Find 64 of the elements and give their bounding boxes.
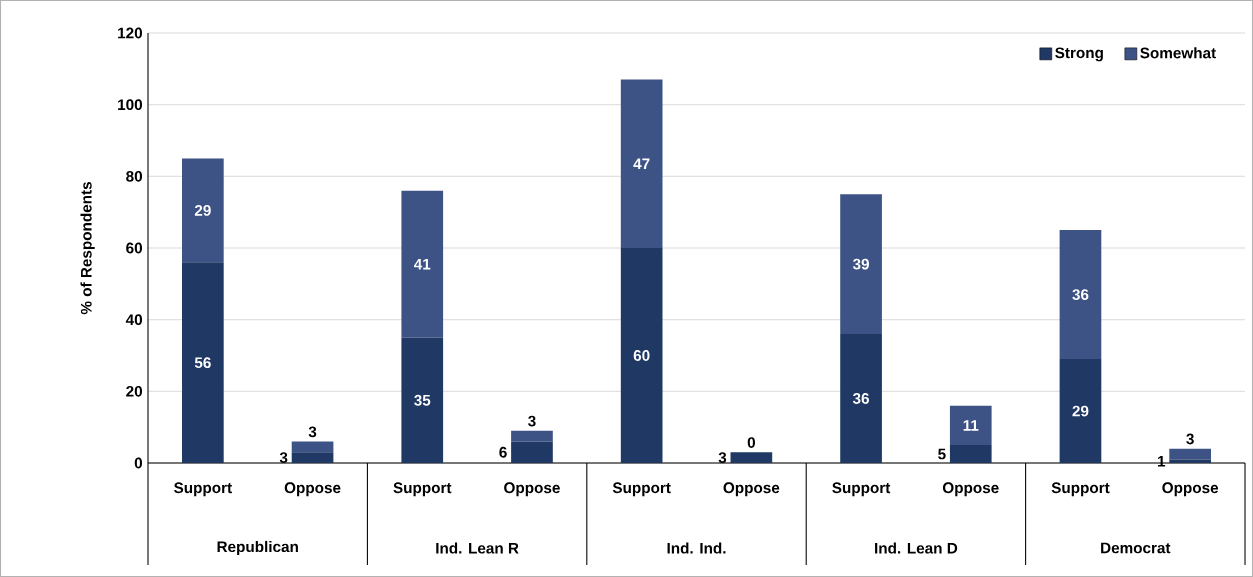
- bar: [620, 248, 663, 463]
- x-tick-label: Oppose: [723, 482, 780, 497]
- data-label: 6: [499, 446, 507, 458]
- x-tick-label: Support: [393, 482, 452, 497]
- data-label: 3: [718, 452, 727, 464]
- data-label: 0: [747, 437, 755, 448]
- x-tick-label: Oppose: [942, 482, 999, 497]
- data-label: 39: [852, 258, 869, 270]
- y-tick-label: 20: [126, 385, 143, 397]
- bar: [401, 337, 444, 463]
- bar: [1059, 230, 1102, 360]
- y-axis-title: % of Respondents: [80, 182, 95, 315]
- bar: [401, 190, 444, 338]
- y-tick-label: 0: [134, 457, 143, 469]
- x-tick-label: Support: [1051, 482, 1110, 497]
- data-label: 36: [1072, 289, 1089, 300]
- data-label: 3: [279, 452, 288, 464]
- y-tick-label: 60: [126, 242, 143, 254]
- bar: [840, 334, 882, 463]
- data-label: 35: [414, 394, 431, 406]
- x-tick-label: Oppose: [1162, 482, 1219, 497]
- bar: [291, 452, 334, 463]
- bar: [1169, 448, 1212, 460]
- data-label: 3: [308, 426, 317, 438]
- bar: [949, 405, 992, 446]
- data-label: 29: [194, 204, 211, 216]
- x-tick-label: Oppose: [284, 482, 341, 497]
- data-label: 3: [528, 415, 536, 427]
- y-tick-label: 120: [118, 27, 143, 39]
- data-label: 5: [938, 448, 946, 460]
- bar: [182, 262, 224, 463]
- y-tick-label: 100: [118, 99, 143, 111]
- data-label: 47: [633, 158, 650, 170]
- bar: [1169, 459, 1212, 463]
- data-label: 29: [1072, 405, 1089, 417]
- text: Republican: [217, 540, 298, 556]
- bar: [840, 194, 882, 334]
- data-label: 36: [852, 393, 869, 404]
- y-tick-label: 40: [125, 314, 143, 326]
- bar: [1059, 359, 1102, 463]
- legend-label: Somewhat: [1140, 47, 1216, 59]
- x-tick-label: Support: [612, 482, 671, 497]
- data-label: 56: [194, 357, 211, 369]
- bar: [182, 158, 224, 263]
- data-label: 60: [633, 350, 650, 361]
- bar: [620, 79, 663, 248]
- x-tick-label: Oppose: [504, 482, 560, 497]
- text: Ind. Lean D: [875, 542, 958, 554]
- data-label: 3: [1186, 433, 1194, 445]
- x-tick-label: Support: [832, 482, 891, 497]
- x-tick-label: Support: [174, 482, 232, 497]
- data-label: 11: [963, 420, 979, 431]
- bar: [730, 452, 773, 463]
- bar: [291, 441, 334, 453]
- data-label: 41: [413, 258, 431, 270]
- bar: [511, 430, 553, 442]
- data-label: 1: [1157, 455, 1166, 467]
- text: Ind. Lean R: [436, 542, 519, 554]
- bar: [511, 441, 553, 463]
- text: Ind. Ind.: [667, 542, 726, 554]
- bar: [949, 445, 992, 463]
- text: Democrat: [1101, 542, 1171, 554]
- legend-label: Strong: [1055, 47, 1103, 62]
- y-tick-label: 80: [126, 170, 143, 182]
